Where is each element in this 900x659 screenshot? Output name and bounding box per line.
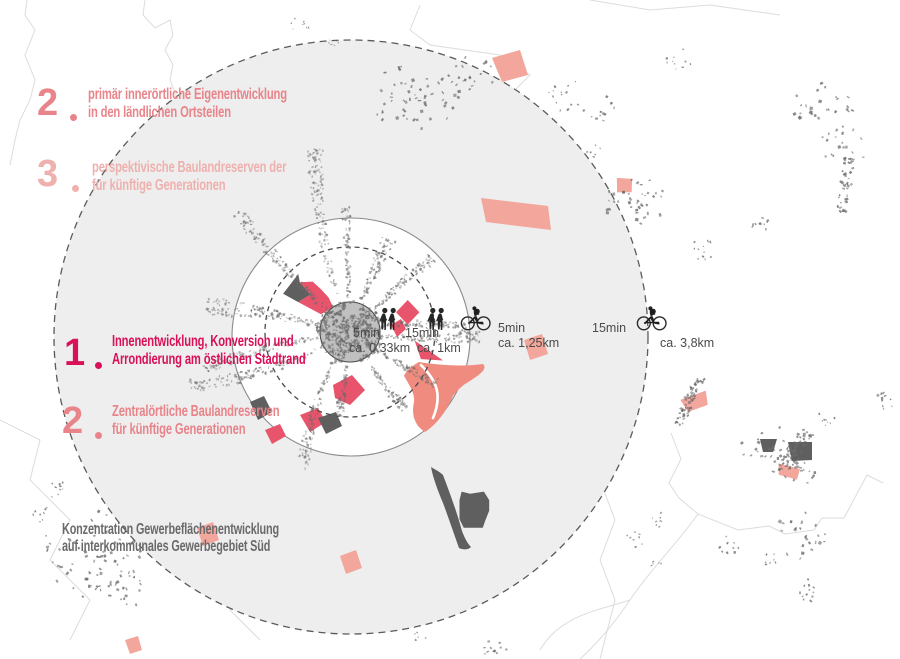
svg-text:15min: 15min xyxy=(592,321,626,335)
svg-text:15min: 15min xyxy=(405,326,439,340)
svg-text:ca. 3,8km: ca. 3,8km xyxy=(660,336,714,350)
svg-text:ca. 1,25km: ca. 1,25km xyxy=(498,336,559,350)
svg-text:5min: 5min xyxy=(498,321,525,335)
svg-text:ca. 1km: ca. 1km xyxy=(417,341,461,355)
svg-text:ca. 0,33km: ca. 0,33km xyxy=(349,341,410,355)
svg-text:5min: 5min xyxy=(353,326,380,340)
